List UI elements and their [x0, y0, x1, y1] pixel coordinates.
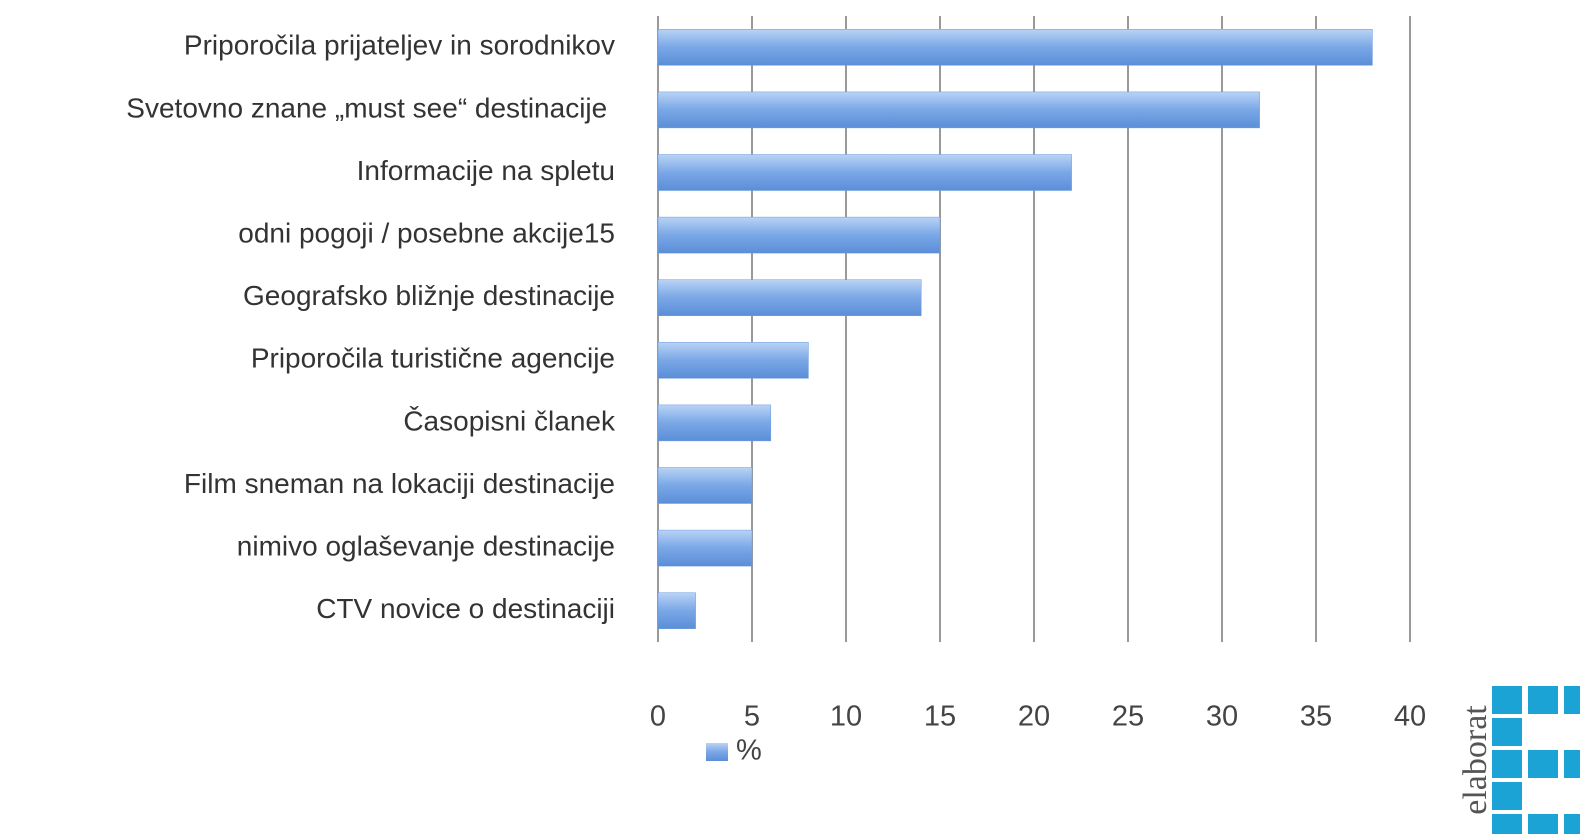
x-tick-label: 15 — [924, 701, 956, 733]
bar — [657, 404, 772, 442]
x-tick-label: 40 — [1394, 701, 1426, 733]
y-tick-label: Svetovno znane „must see“ destinacije — [126, 92, 615, 123]
y-tick-label: Priporočila prijateljev in sorodnikov — [184, 30, 615, 61]
bar — [657, 529, 753, 567]
x-tick-label: 30 — [1206, 701, 1238, 733]
y-tick-label: Priporočila turistične agencije — [251, 343, 615, 374]
x-tick-label: 25 — [1112, 701, 1144, 733]
legend-label: % — [736, 735, 762, 767]
bar — [657, 29, 1373, 66]
y-tick-label: odni pogoji / posebne akcije15 — [238, 217, 615, 248]
bar — [657, 279, 922, 316]
watermark: elaborat — [1457, 705, 1494, 815]
legend-swatch — [706, 743, 728, 761]
y-tick-label: CTV novice o destinaciji — [316, 593, 615, 624]
x-tick-label: 0 — [650, 701, 666, 733]
bar — [657, 592, 696, 629]
y-tick-label: Film sneman na lokaciji destinacije — [184, 468, 615, 499]
x-tick-label: 20 — [1018, 701, 1050, 733]
y-tick-label: Informacije na spletu — [357, 155, 615, 186]
y-tick-label: Časopisni članek — [403, 405, 616, 436]
x-tick-label: 35 — [1300, 701, 1332, 733]
logo — [1492, 686, 1580, 834]
bar — [657, 216, 941, 254]
bar — [657, 91, 1260, 129]
bar — [657, 342, 809, 379]
bar — [657, 154, 1072, 191]
y-tick-label: nimivo oglaševanje destinacije — [237, 530, 615, 561]
x-tick-label: 10 — [830, 701, 862, 733]
y-tick-label: Geografsko bližnje destinacije — [243, 280, 615, 311]
bar — [657, 467, 753, 504]
x-tick-label: 5 — [744, 701, 760, 733]
